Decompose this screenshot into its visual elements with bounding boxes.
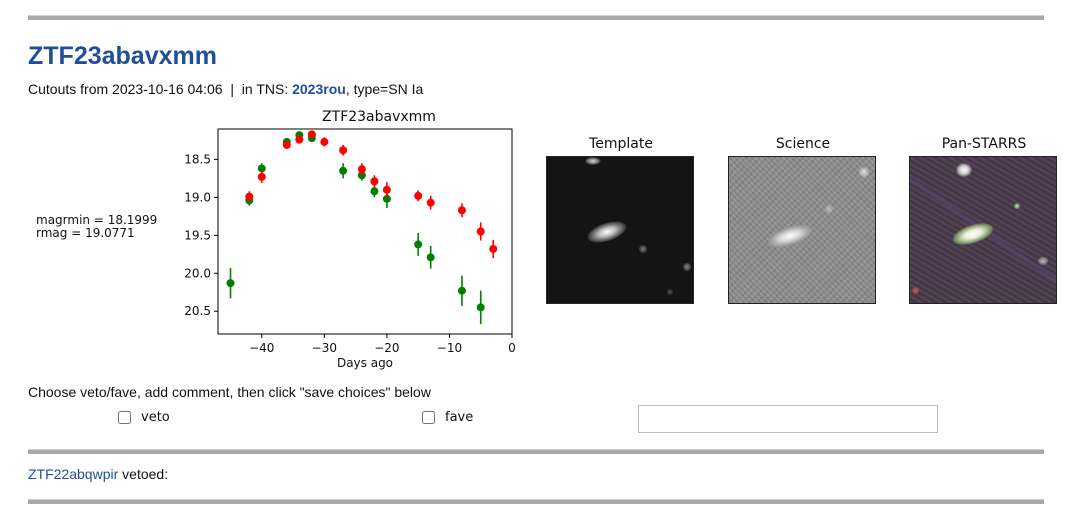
data-point [226,279,235,288]
data-point [307,130,316,139]
bottom-divider [28,499,1044,504]
data-point [257,172,266,181]
plot-frame [217,128,513,335]
data-point [457,206,466,215]
x-tick-label: −20 [374,341,399,355]
data-point [370,177,379,186]
template-label: Template [589,136,653,152]
chart-title: ZTF23abavxmm [322,109,436,125]
separator: | [230,81,234,97]
data-point [457,286,466,295]
data-point [382,194,391,203]
data-point [339,166,348,175]
data-point [357,171,366,180]
data-point [370,187,379,196]
magnitude-summary: magrmin = 18.1999 rmag = 19.0771 [36,214,157,240]
veto-fave-instructions: Choose veto/fave, add comment, then clic… [28,384,431,400]
middle-divider [28,449,1044,454]
data-point [414,240,423,249]
veto-option[interactable]: veto [118,410,170,425]
object-title-link[interactable]: ZTF23abavxmm [28,42,217,70]
data-point [320,137,329,146]
cutouts-date: 2023-10-16 04:06 [112,81,223,97]
fave-label: fave [445,410,474,425]
comment-input[interactable] [638,405,938,433]
data-point [339,146,348,155]
data-point [476,227,485,236]
rmag-text: rmag = 19.0771 [36,226,135,240]
y-tick-label: 19.0 [184,190,211,204]
light-curve-chart: ZTF23abavxmm −40 −30 −20 −10 0 18.5 19.0 19.5 20… [184,109,516,370]
template-cutout: Template [546,134,696,304]
cutouts-info: Cutouts from 2023-10-16 04:06 | in TNS: … [28,81,423,97]
panstarrs-image [909,156,1057,304]
fave-checkbox[interactable] [422,411,435,424]
magrmin-text: magrmin = 18.1999 [36,213,158,227]
data-point [489,244,498,253]
tns-type: , type=SN Ia [345,81,424,97]
x-tick-label: 0 [508,341,516,355]
fave-option[interactable]: fave [422,410,473,425]
y-tick-label: 19.5 [184,228,211,242]
tns-prefix: in TNS: [241,81,289,97]
x-tick-label: −10 [437,341,462,355]
science-cutout: Science [728,134,878,304]
cutouts-prefix: Cutouts from [28,81,109,97]
data-point [357,165,366,174]
science-label: Science [775,136,831,152]
data-point [476,303,485,312]
data-point [426,253,435,262]
data-point [414,191,423,200]
x-axis-label: Days ago [337,356,393,370]
panstarrs-cutout: Pan-STARRS [909,134,1059,304]
data-point [245,192,254,201]
previous-object-link[interactable]: ZTF22abqwpir [28,466,119,482]
data-point [382,185,391,194]
previous-object-status: ZTF22abqwpir vetoed: [28,466,168,482]
science-image [728,156,876,304]
tns-link[interactable]: 2023rou [292,81,346,97]
template-image [546,156,694,304]
y-tick-label: 20.0 [184,266,211,280]
data-point [295,135,304,144]
y-tick-label: 20.5 [184,304,211,318]
y-tick-label: 18.5 [184,152,211,166]
data-point [426,198,435,207]
x-tick-label: −40 [249,341,274,355]
veto-checkbox[interactable] [118,411,131,424]
top-divider [28,15,1044,20]
data-point [257,164,266,173]
previous-status-text: vetoed: [122,466,169,482]
panstarrs-label: Pan-STARRS [941,136,1027,152]
veto-label: veto [141,410,170,425]
x-tick-label: −30 [312,341,337,355]
data-point [282,140,291,149]
